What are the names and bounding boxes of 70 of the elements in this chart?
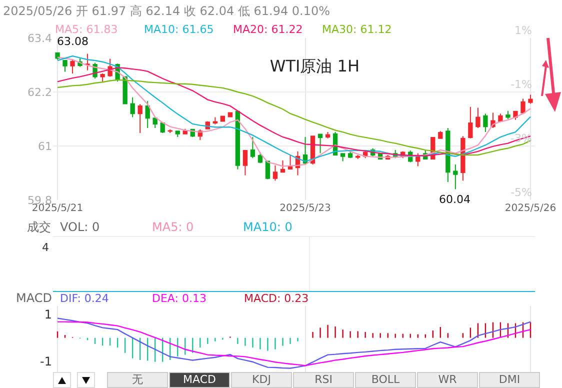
y-tick-label: 61 (38, 140, 52, 153)
candlestick (242, 150, 248, 176)
candlestick (528, 94, 533, 104)
y-tick-label: 62.2 (28, 86, 52, 99)
text: MA20: 61.22 (233, 23, 303, 36)
y-tick-label: 63.4 (28, 32, 52, 45)
x-tick-label: 2025/5/26 (504, 203, 556, 214)
candlestick (520, 98, 526, 114)
candlestick (468, 106, 473, 139)
text: VOL: 0 (60, 220, 100, 234)
candlestick (85, 53, 90, 71)
annotation: 63.08 (57, 35, 88, 48)
text: MACD (169, 372, 230, 388)
candlestick (168, 128, 172, 134)
candlestick (416, 152, 420, 167)
candlestick (460, 136, 466, 182)
candlestick (235, 110, 240, 170)
candlestick (228, 112, 233, 118)
annotation: 60.04 (439, 193, 470, 206)
x-tick-label: 2025/5/23 (280, 203, 331, 214)
text: RSI (293, 372, 354, 388)
series-label: MA5: 61.83 (55, 23, 118, 36)
text: DMI (479, 372, 540, 388)
candlestick (340, 152, 346, 162)
candlestick (130, 96, 135, 118)
y-tick-label: 1 (44, 307, 52, 322)
candlestick (348, 150, 353, 159)
text: 2025/05/26 开 61.97 高 62.14 收 62.04 低 61.94 0.10% (3, 4, 330, 18)
candlestick (453, 164, 458, 190)
x-tick-label: 2025/5/21 (32, 203, 84, 214)
candlestick (438, 130, 443, 139)
candlestick (152, 118, 158, 128)
candlestick (506, 110, 510, 120)
candlestick (122, 76, 128, 105)
candlestick (138, 104, 142, 134)
candlestick (446, 128, 450, 182)
y-tick-label: -1 (40, 354, 52, 369)
candlestick (355, 154, 360, 160)
text: MA10: 0 (243, 220, 292, 234)
candlestick (476, 107, 480, 128)
candlestick (100, 73, 105, 82)
candlestick (70, 59, 75, 74)
candlestick (220, 115, 226, 122)
text: KDJ (231, 372, 292, 388)
candlestick (212, 116, 218, 125)
text: MA10: 61.65 (144, 23, 214, 36)
text: WTI原油 1H (270, 56, 360, 76)
chart-title: MACD (16, 291, 52, 305)
text: WR (417, 372, 478, 388)
text: 成交 (27, 220, 51, 234)
text: MA5: 0 (152, 220, 194, 234)
candlestick (55, 52, 60, 60)
text: DEA: 0.13 (152, 292, 206, 305)
candlestick (272, 164, 278, 182)
text: 无 (107, 372, 168, 388)
candlestick (483, 113, 488, 133)
text: MA30: 61.12 (322, 23, 392, 36)
candlestick (175, 130, 180, 138)
candlestick (325, 132, 330, 139)
series-label: DIF: 0.24 (60, 292, 109, 305)
candlestick (280, 160, 286, 174)
candlestick (62, 60, 68, 72)
text: BOLL (355, 372, 416, 388)
text: 4 (41, 241, 49, 254)
candlestick (498, 113, 503, 122)
candlestick (288, 154, 293, 170)
text: MACD: 0.23 (244, 292, 309, 305)
candlestick (145, 100, 150, 128)
candlestick (318, 133, 323, 154)
candlestick (250, 136, 256, 159)
